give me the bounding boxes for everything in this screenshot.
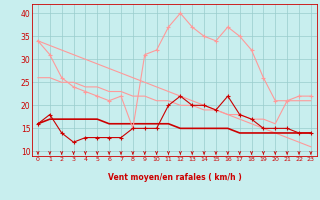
X-axis label: Vent moyen/en rafales ( km/h ): Vent moyen/en rafales ( km/h ) [108, 174, 241, 182]
